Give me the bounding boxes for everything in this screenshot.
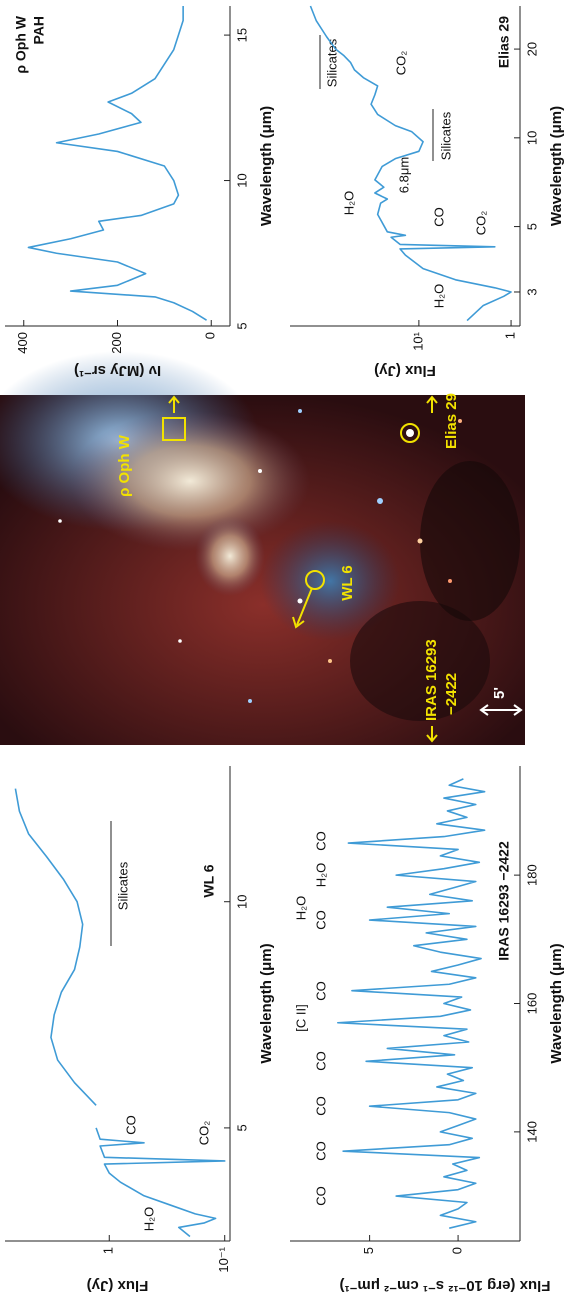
x-tick-label: 3 bbox=[524, 288, 539, 295]
annotation: Silicates bbox=[324, 38, 339, 87]
annotation: CO bbox=[123, 1115, 138, 1135]
annotation: CO bbox=[313, 1186, 328, 1206]
annotation: CO bbox=[313, 910, 328, 930]
y-tick-label: 1 bbox=[101, 1247, 116, 1254]
y-axis-title: Flux (Jy) bbox=[374, 362, 436, 379]
annotation: H₂O bbox=[341, 191, 356, 216]
y-axis-title: Flux (Jy) bbox=[87, 1277, 149, 1294]
y-tick-label: 0 bbox=[450, 1247, 465, 1254]
y-tick-label: 5 bbox=[361, 1247, 376, 1254]
y-axis-title: Flux (erg 10⁻¹² s⁻¹ cm⁻² μm⁻¹) bbox=[340, 1277, 551, 1294]
annotation: [C II] bbox=[293, 1004, 308, 1031]
nebula-photo bbox=[0, 351, 525, 745]
photo-label: IRAS 16293 bbox=[423, 639, 440, 721]
x-axis-title: Wavelength (μm) bbox=[548, 943, 565, 1063]
y-tick-label: 1 bbox=[503, 332, 518, 339]
photo-label: −2422 bbox=[443, 673, 460, 715]
x-axis-title: Wavelength (μm) bbox=[258, 106, 275, 226]
annotation: H₂O bbox=[141, 1207, 156, 1232]
annotation: CO₂ bbox=[196, 1121, 211, 1146]
annotation: CO bbox=[313, 981, 328, 1001]
panel-label: WL 6 bbox=[201, 864, 217, 897]
spectrum-line bbox=[14, 788, 226, 1238]
scale-bar bbox=[479, 704, 523, 716]
x-tick-label: 140 bbox=[524, 1121, 539, 1143]
spectrum-line bbox=[309, 5, 512, 322]
annotation: CO bbox=[313, 1096, 328, 1116]
panel-label: ρ Oph W bbox=[13, 15, 29, 73]
panel-label: PAH bbox=[31, 16, 47, 45]
x-tick-label: 160 bbox=[524, 993, 539, 1015]
x-tick-label: 20 bbox=[524, 42, 539, 56]
annotation: CO bbox=[313, 1051, 328, 1071]
annotation: H₂O bbox=[431, 284, 446, 309]
y-axis-title: Iν (MJy sr⁻¹) bbox=[74, 362, 161, 379]
y-tick-label: 200 bbox=[109, 332, 124, 354]
x-tick-label: 10 bbox=[234, 173, 249, 187]
y-tick-label: 10¹ bbox=[410, 331, 425, 350]
y-tick-label: 400 bbox=[15, 332, 30, 354]
x-tick-label: 15 bbox=[234, 28, 249, 42]
photo-label: ρ Oph W bbox=[116, 434, 133, 497]
annotation: Silicates bbox=[115, 861, 130, 910]
annotation: CO₂ bbox=[473, 211, 488, 236]
annotation: CO bbox=[313, 831, 328, 851]
x-tick-label: 10 bbox=[524, 131, 539, 145]
x-tick-label: 180 bbox=[524, 864, 539, 886]
annotation: H₂O bbox=[313, 863, 328, 888]
spectrum-line bbox=[336, 778, 486, 1229]
x-tick-label: 5 bbox=[234, 322, 249, 329]
panel-label: Elias 29 bbox=[496, 16, 512, 68]
y-tick-label: 10⁻¹ bbox=[216, 1246, 231, 1272]
x-tick-label: 5 bbox=[234, 1124, 249, 1131]
x-axis-title: Wavelength (μm) bbox=[548, 106, 565, 226]
photo-label: 5' bbox=[491, 687, 508, 699]
annotation: CO₂ bbox=[393, 51, 408, 76]
y-tick-label: 0 bbox=[203, 332, 218, 339]
annotation: CO bbox=[431, 207, 446, 227]
annotation: H₂O bbox=[293, 896, 308, 921]
panel-label: IRAS 16293 −2422 bbox=[496, 841, 512, 961]
x-axis-title: Wavelength (μm) bbox=[258, 943, 275, 1063]
x-tick-label: 5 bbox=[524, 223, 539, 230]
x-tick-label: 10 bbox=[234, 894, 249, 908]
annotation: CO bbox=[313, 1141, 328, 1161]
photo-markers bbox=[162, 395, 438, 743]
annotation: 6.8μm bbox=[396, 157, 411, 193]
photo-label: Elias 29 bbox=[443, 393, 460, 449]
spectrum-line bbox=[27, 6, 207, 321]
photo-label: WL 6 bbox=[339, 565, 356, 601]
annotation: Silicates bbox=[438, 111, 453, 160]
